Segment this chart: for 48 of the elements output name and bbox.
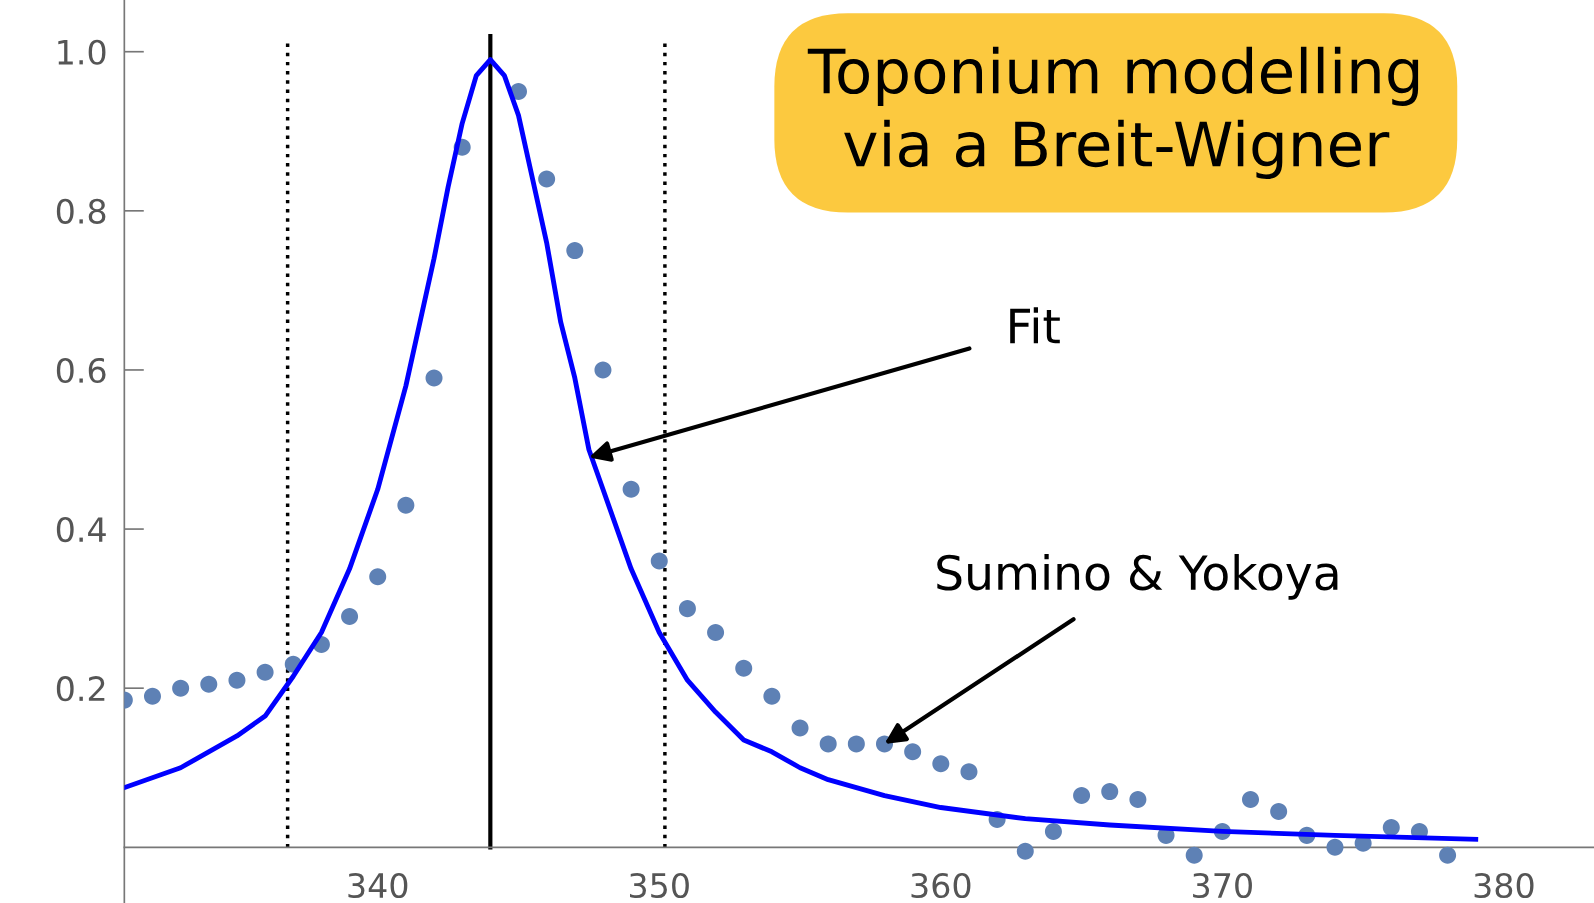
annotation: Fit [1010, 307, 1060, 344]
point [1185, 846, 1203, 864]
x-tick-label: 340 [348, 872, 408, 899]
point [1270, 803, 1288, 821]
point [960, 763, 978, 781]
point [932, 755, 950, 773]
point [200, 675, 218, 693]
x-tick-label: 370 [1193, 872, 1252, 899]
x-tick-label: 360 [911, 872, 971, 899]
point [791, 719, 809, 737]
point [228, 671, 246, 689]
point [143, 687, 161, 705]
point [1073, 787, 1091, 805]
point [1439, 846, 1457, 864]
point [763, 687, 781, 705]
point [707, 623, 725, 641]
point [622, 480, 640, 498]
point [1129, 791, 1147, 809]
y-tick-label: 0.2 [56, 676, 105, 702]
text: Toponium modelling via a Breit-Wigner [807, 46, 1419, 179]
point [341, 608, 359, 626]
point [847, 735, 865, 753]
y-tick-label: 0.4 [56, 516, 106, 543]
point [566, 242, 584, 260]
point [678, 600, 696, 618]
point [172, 679, 190, 697]
point [1101, 783, 1119, 801]
x-tick-label: 350 [630, 872, 689, 899]
point [1382, 818, 1400, 836]
point [425, 369, 443, 387]
point [538, 170, 556, 188]
point [1044, 822, 1062, 840]
point [904, 743, 922, 761]
point [819, 735, 837, 753]
point [397, 496, 415, 514]
annotation: Sumino & Yokoya [937, 553, 1338, 600]
y-tick-label: 0.6 [56, 357, 106, 384]
y-tick-label: 1.0 [58, 39, 106, 65]
point [735, 659, 753, 677]
point [1016, 842, 1034, 860]
x-tick-label: 380 [1474, 872, 1534, 899]
point [369, 568, 387, 586]
y-tick-label: 0.8 [56, 198, 106, 224]
point [650, 552, 668, 570]
point [1326, 838, 1344, 856]
point [594, 361, 612, 379]
point [256, 663, 274, 681]
point [1242, 791, 1260, 809]
